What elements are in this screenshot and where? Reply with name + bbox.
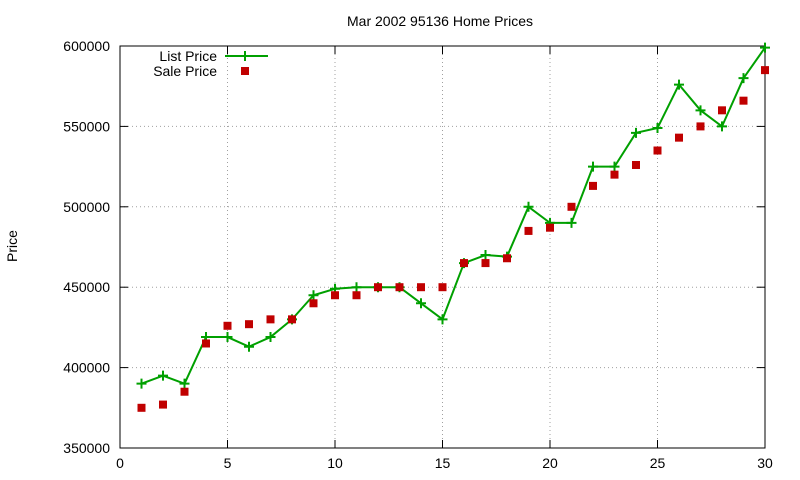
axis-ticks xyxy=(119,45,766,449)
series-sale-price xyxy=(137,66,769,412)
y-axis-label: Price xyxy=(4,230,20,262)
data-point xyxy=(567,202,576,211)
data-point xyxy=(589,181,597,190)
y-tick-label: 500000 xyxy=(63,199,110,215)
legend-marker-sale-price xyxy=(241,67,249,75)
x-tick-label: 10 xyxy=(327,455,343,471)
data-point xyxy=(481,259,490,268)
data-point xyxy=(309,299,318,308)
data-point xyxy=(761,66,769,75)
tick-labels: 0 5 10 15 20 25 30 350000 400000 450000 500000 5500… xyxy=(63,38,773,471)
data-point xyxy=(265,332,276,343)
x-tick-label: 30 xyxy=(757,455,773,471)
data-point xyxy=(675,133,683,142)
legend-item-list-price: List Price xyxy=(159,48,268,64)
data-point xyxy=(523,201,534,212)
series-list-price xyxy=(136,42,770,389)
data-point xyxy=(760,42,770,53)
data-point xyxy=(480,250,491,261)
legend-item-sale-price: Sale Price xyxy=(153,63,249,79)
data-point xyxy=(438,283,447,292)
data-point xyxy=(416,298,426,309)
data-point xyxy=(588,161,598,172)
data-point xyxy=(738,73,749,84)
data-point xyxy=(524,226,533,235)
data-point xyxy=(631,127,641,138)
data-point xyxy=(632,160,640,169)
legend: List Price Sale Price xyxy=(153,48,268,79)
data-point xyxy=(546,223,554,232)
data-point xyxy=(202,339,210,348)
data-point xyxy=(417,283,425,292)
data-point xyxy=(652,123,663,134)
data-point xyxy=(739,96,748,105)
x-tick-label: 25 xyxy=(650,455,666,471)
data-point xyxy=(136,378,147,389)
grid-lines xyxy=(120,46,765,448)
data-point xyxy=(266,315,275,324)
data-point xyxy=(609,161,620,172)
data-point xyxy=(695,105,706,116)
data-point xyxy=(460,259,468,268)
data-point xyxy=(653,146,662,155)
y-tick-label: 600000 xyxy=(63,38,110,54)
legend-marker-list-price xyxy=(240,51,250,61)
data-point xyxy=(159,400,167,409)
chart-title: Mar 2002 95136 Home Prices xyxy=(347,13,533,29)
data-point xyxy=(288,315,296,324)
series-line xyxy=(141,47,766,385)
data-point xyxy=(244,341,254,352)
x-tick-label: 0 xyxy=(116,455,124,471)
data-point xyxy=(179,378,190,389)
y-tick-label: 350000 xyxy=(63,440,110,456)
data-point xyxy=(437,314,448,325)
y-tick-label: 400000 xyxy=(63,360,110,376)
data-point xyxy=(610,170,619,179)
y-tick-label: 550000 xyxy=(63,118,110,134)
x-tick-label: 20 xyxy=(542,455,558,471)
data-point xyxy=(331,291,339,300)
data-point xyxy=(351,282,362,293)
legend-label-sale-price: Sale Price xyxy=(153,63,217,79)
x-tick-label: 5 xyxy=(224,455,232,471)
legend-label-list-price: List Price xyxy=(159,48,217,64)
data-point xyxy=(222,332,233,343)
series-layer xyxy=(136,42,770,412)
data-point xyxy=(566,217,577,228)
data-point xyxy=(245,320,253,329)
data-point xyxy=(308,290,319,301)
data-point xyxy=(374,283,382,292)
x-tick-label: 15 xyxy=(435,455,451,471)
data-point xyxy=(718,106,726,115)
data-point xyxy=(223,321,232,330)
data-point xyxy=(696,122,705,131)
data-point xyxy=(395,283,404,292)
data-point xyxy=(180,387,189,396)
data-point xyxy=(137,403,146,412)
y-tick-label: 450000 xyxy=(63,279,110,295)
data-point xyxy=(503,254,511,263)
data-point xyxy=(674,79,684,90)
data-point xyxy=(352,291,361,300)
data-point xyxy=(158,370,168,381)
data-point xyxy=(717,121,727,132)
